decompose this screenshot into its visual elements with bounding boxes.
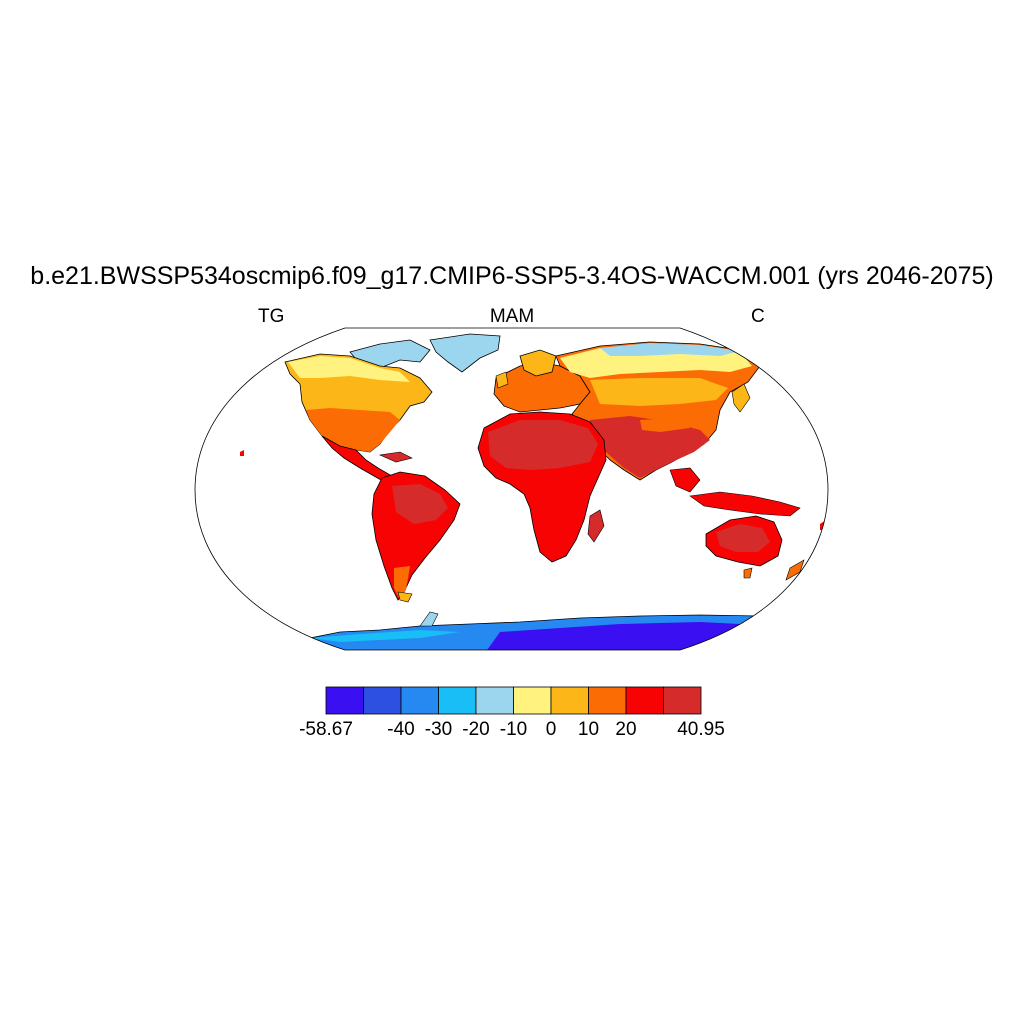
antarctica-edge [310, 630, 460, 642]
colorbar-swatch [438, 686, 477, 715]
units-label: C [751, 306, 765, 327]
colorbar-swatch [550, 686, 589, 715]
sahara [488, 420, 598, 470]
arctic-coast [600, 343, 740, 356]
colorbar-label: -10 [499, 719, 528, 740]
amazon-core [392, 484, 448, 524]
colorbar-label: -58.67 [299, 719, 353, 740]
central-asia [590, 378, 728, 406]
colorbar [325, 686, 702, 715]
tibet [640, 418, 690, 432]
colorbar-swatch [513, 686, 552, 715]
tasmania [743, 567, 753, 579]
patagonia [394, 566, 410, 600]
colorbar-label: -40 [387, 719, 415, 740]
north-america-south [306, 408, 400, 452]
colorbar-swatch [663, 686, 702, 715]
variable-label: TG [258, 306, 285, 327]
madagascar [587, 509, 605, 543]
british-isles [495, 371, 509, 389]
colorbar-label: -20 [462, 719, 490, 740]
southeast-asia [669, 467, 701, 493]
colorbar-label: 20 [615, 719, 637, 740]
colorbar-swatch [363, 686, 402, 715]
hawaii [240, 450, 244, 456]
colorbar-swatch [325, 686, 364, 715]
colorbar-label: 10 [577, 719, 600, 740]
australia-interior [716, 524, 770, 552]
south-asia [590, 416, 710, 478]
new-zealand [785, 559, 805, 581]
japan [731, 383, 751, 413]
pacific-island [820, 520, 826, 530]
colorbar-swatch [625, 686, 664, 715]
map-boundary [194, 327, 829, 651]
map-title: b.e21.BWSSP534oscmip6.f09_g17.CMIP6-SSP5… [30, 262, 994, 290]
tierra-del-fuego [397, 591, 413, 603]
colorbar-swatch [400, 686, 439, 715]
colorbar-swatch [475, 686, 514, 715]
antarctic-peninsula [419, 611, 439, 627]
north-america-north [288, 356, 410, 382]
colorbar-swatch [588, 686, 627, 715]
colorbar-label: 40.95 [677, 719, 725, 740]
colorbar-label: -30 [424, 719, 453, 740]
scandinavia [519, 349, 557, 377]
greenland [429, 333, 501, 373]
caribbean [378, 451, 413, 463]
season-label: MAM [489, 306, 535, 327]
land-layer [195, 333, 828, 650]
colorbar-label: 0 [545, 719, 557, 740]
indonesia [689, 491, 801, 517]
